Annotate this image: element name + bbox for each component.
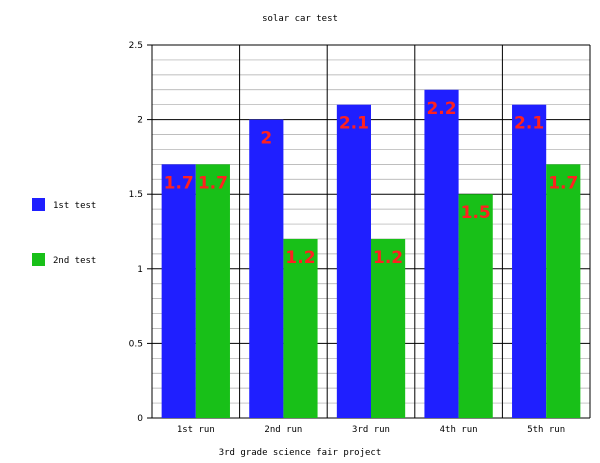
chart-title: solar car test bbox=[262, 14, 338, 24]
x-tick-label: 4th run bbox=[440, 425, 478, 435]
x-tick-label: 3rd run bbox=[352, 425, 390, 435]
legend-swatch bbox=[32, 253, 45, 266]
y-tick-label: 0 bbox=[137, 414, 143, 424]
bar bbox=[195, 164, 230, 418]
bar bbox=[161, 164, 196, 418]
plot-area: 0 0.5 1 1.5 2 2.5 1.7 2 2.1 2.2 2.1 1.7 1.2 1.2 1.5 1.7… bbox=[32, 41, 591, 435]
legend-label: 1st test bbox=[53, 201, 96, 211]
x-tick-label: 5th run bbox=[527, 425, 565, 435]
data-label: 1.2 bbox=[373, 248, 403, 268]
legend-label: 2nd test bbox=[53, 256, 96, 266]
bar bbox=[283, 238, 318, 418]
data-label: 2 bbox=[260, 129, 272, 149]
x-tick-label: 1st run bbox=[177, 425, 215, 435]
y-tick-label: 1 bbox=[137, 265, 143, 275]
bar bbox=[512, 104, 547, 419]
y-tick-label: 0.5 bbox=[129, 339, 143, 349]
y-tick-label: 2.5 bbox=[129, 41, 143, 51]
bar bbox=[424, 89, 459, 418]
legend-swatch bbox=[32, 198, 45, 211]
x-tick-label: 2nd run bbox=[264, 425, 302, 435]
y-tick-label: 1.5 bbox=[129, 190, 143, 200]
data-label: 2.2 bbox=[426, 99, 456, 119]
data-label: 1.2 bbox=[285, 248, 315, 268]
data-label: 2.1 bbox=[339, 114, 369, 134]
x-axis-title: 3rd grade science fair project bbox=[219, 448, 382, 458]
bar bbox=[546, 164, 581, 418]
bar bbox=[458, 194, 493, 418]
bar bbox=[249, 119, 284, 418]
data-label: 2.1 bbox=[514, 114, 544, 134]
data-label: 1.5 bbox=[461, 203, 491, 223]
bar bbox=[371, 238, 406, 418]
data-label: 1.7 bbox=[164, 173, 194, 193]
y-tick-label: 2 bbox=[137, 116, 143, 126]
data-label: 1.7 bbox=[198, 173, 228, 193]
bar bbox=[336, 104, 371, 419]
data-label: 1.7 bbox=[548, 173, 578, 193]
